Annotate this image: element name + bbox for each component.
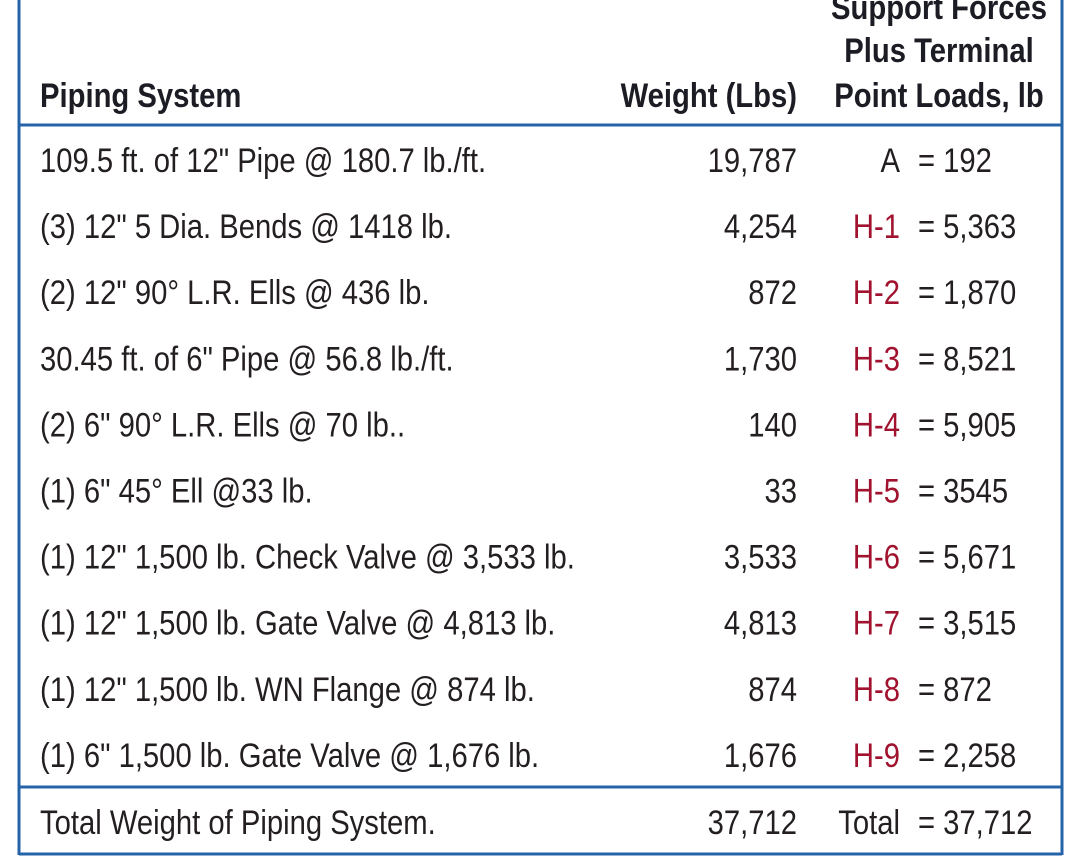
support-value: = 872: [918, 670, 992, 709]
weight: 33: [764, 471, 797, 510]
weight: 37,712: [708, 803, 797, 842]
support-label: H-6: [853, 537, 900, 576]
support-label: H-8: [853, 670, 900, 709]
support-value: = 8,521: [918, 339, 1016, 378]
description: 109.5 ft. of 12" Pipe @ 180.7 lb./ft.: [40, 141, 486, 180]
description: (2) 12" 90° L.R. Ells @ 436 lb.: [40, 273, 430, 312]
description: 30.45 ft. of 6" Pipe @ 56.8 lb./ft.: [40, 339, 454, 378]
weight: 1,730: [724, 339, 797, 378]
support-value: = 3545: [918, 471, 1008, 510]
support-label: H-5: [853, 471, 900, 510]
support-label: H-3: [853, 339, 900, 378]
weight: 4,813: [724, 604, 797, 643]
support-value: = 5,905: [918, 405, 1016, 444]
support-value: = 5,363: [918, 207, 1016, 246]
description: Total Weight of Piping System.: [40, 803, 436, 842]
support-value: = 5,671: [918, 537, 1016, 576]
description: (1) 12" 1,500 lb. Check Valve @ 3,533 lb…: [40, 537, 575, 576]
header-support: Plus Terminal: [844, 31, 1033, 70]
description: (1) 12" 1,500 lb. Gate Valve @ 4,813 lb.: [40, 604, 555, 643]
table-text: Piping System Weight (Lbs) Support Forces P…: [40, 0, 1047, 841]
description: (2) 6" 90° L.R. Ells @ 70 lb..: [40, 405, 405, 444]
support-value: = 3,515: [918, 604, 1016, 643]
weight: 19,787: [708, 141, 797, 180]
weight: 140: [748, 405, 797, 444]
support-label: A: [881, 141, 901, 180]
header-weight: Weight (Lbs): [621, 76, 797, 115]
weight: 3,533: [724, 537, 797, 576]
weight: 874: [748, 670, 797, 709]
support-value: = 1,870: [918, 273, 1016, 312]
description: (1) 6" 45° Ell @33 lb.: [40, 471, 313, 510]
support-label: Total: [838, 803, 900, 842]
support-value: = 2,258: [918, 736, 1016, 775]
support-label: H-1: [853, 207, 900, 246]
weight: 1,676: [724, 736, 797, 775]
description: (1) 12" 1,500 lb. WN Flange @ 874 lb.: [40, 670, 535, 709]
header-support: Support Forces: [831, 0, 1047, 26]
header-support: Point Loads, lb: [834, 76, 1043, 115]
support-value: = 37,712: [918, 803, 1033, 842]
support-label: H-9: [853, 736, 900, 775]
support-label: H-7: [853, 604, 900, 643]
support-label: H-2: [853, 273, 900, 312]
header-description: Piping System: [40, 76, 241, 115]
description: (1) 6" 1,500 lb. Gate Valve @ 1,676 lb.: [40, 736, 539, 775]
weight: 872: [748, 273, 797, 312]
support-value: = 192: [918, 141, 992, 180]
weight: 4,254: [724, 207, 797, 246]
support-label: H-4: [853, 405, 900, 444]
description: (3) 12" 5 Dia. Bends @ 1418 lb.: [40, 207, 452, 246]
